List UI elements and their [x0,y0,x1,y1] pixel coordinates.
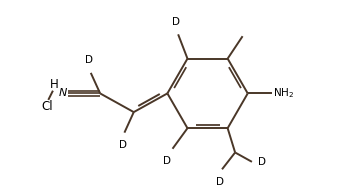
Text: NH$_2$: NH$_2$ [273,87,294,100]
Text: D: D [163,156,171,166]
Text: D: D [85,55,93,65]
Text: D: D [172,17,180,27]
Text: Cl: Cl [41,100,53,113]
Text: H: H [50,77,59,91]
Text: N: N [59,88,67,98]
Text: D: D [257,157,266,167]
Text: D: D [216,177,224,187]
Text: D: D [119,140,126,150]
